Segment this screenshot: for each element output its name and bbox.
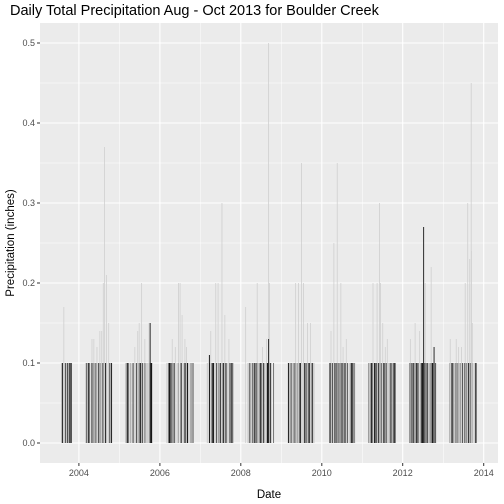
bar-series [61,43,477,443]
chart-title: Daily Total Precipitation Aug - Oct 2013… [10,3,380,19]
y-axis-title: Precipitation (inches) [5,189,17,297]
y-axis: 0.0 0.1 0.2 0.3 0.4 0.5 [22,38,40,448]
x-tick-label: 2008 [231,468,251,478]
y-tick-label: 0.4 [22,118,35,128]
x-tick-label: 2014 [474,468,494,478]
y-tick-label: 0.3 [22,198,35,208]
x-tick-label: 2006 [150,468,170,478]
x-tick-label: 2010 [312,468,332,478]
x-tick-label: 2012 [393,468,413,478]
y-tick-label: 0.5 [22,38,35,48]
y-tick-label: 0.0 [22,438,35,448]
x-axis-title: Date [257,489,281,501]
x-tick-label: 2004 [69,468,89,478]
x-axis: 2004 2006 2008 2010 2012 2014 [69,463,494,478]
y-tick-label: 0.2 [22,278,35,288]
y-tick-label: 0.1 [22,358,35,368]
